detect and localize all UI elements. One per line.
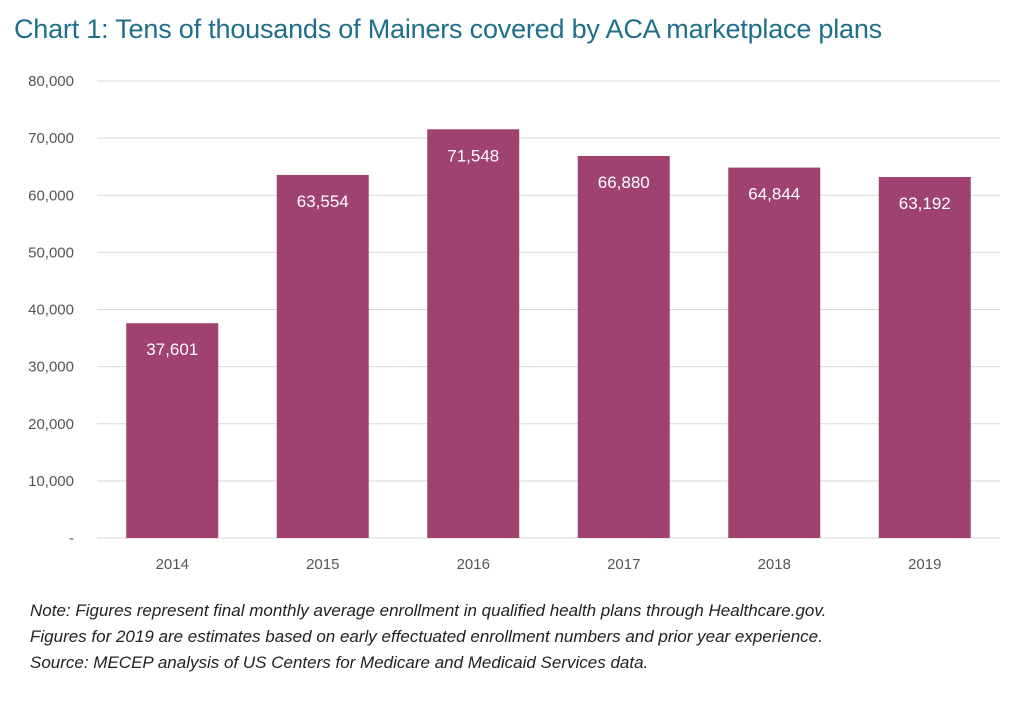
data-label-2019: 63,192 [899, 194, 951, 213]
x-tick-label: 2018 [758, 556, 791, 573]
x-tick-label: 2015 [306, 556, 339, 573]
y-tick-label: 20,000 [28, 416, 74, 433]
bars [126, 129, 971, 539]
note-line-1: Note: Figures represent final monthly av… [30, 601, 827, 620]
bar-2018 [728, 167, 821, 538]
data-label-2018: 64,844 [748, 185, 800, 204]
note-line-3: Source: MECEP analysis of US Centers for… [30, 653, 649, 672]
bar-chart: - 10,000 20,000 30,000 40,000 50,000 60,000 70,… [28, 73, 1000, 573]
y-tick-label: 10,000 [28, 473, 74, 490]
data-label-2015: 63,554 [297, 192, 349, 211]
bar-2015 [276, 174, 369, 539]
chart-title: Chart 1: Tens of thousands of Mainers co… [14, 14, 882, 44]
x-tick-label: 2017 [607, 556, 640, 573]
data-label-2016: 71,548 [447, 146, 499, 165]
y-tick-label: 30,000 [28, 359, 74, 376]
note-line-2: Figures for 2019 are estimates based on … [30, 627, 823, 646]
y-tick-label: 80,000 [28, 73, 74, 90]
x-axis-tick-labels: 2014 2015 2016 2017 2018 2019 [156, 556, 942, 573]
x-tick-label: 2016 [457, 556, 490, 573]
bar-2017 [577, 155, 670, 538]
y-tick-label: 60,000 [28, 187, 74, 204]
chart-notes: Note: Figures represent final monthly av… [30, 598, 1015, 676]
bar-data-labels: 37,601 63,554 71,548 66,880 64,844 63,192 [146, 146, 951, 359]
y-tick-label: 70,000 [28, 130, 74, 147]
bar-2019 [878, 177, 971, 539]
data-label-2014: 37,601 [146, 340, 198, 359]
y-tick-label: - [69, 530, 74, 547]
bar-2014 [126, 323, 219, 538]
bar-2016 [427, 129, 520, 538]
y-tick-label: 50,000 [28, 244, 74, 261]
data-label-2017: 66,880 [598, 173, 650, 192]
x-tick-label: 2014 [156, 556, 189, 573]
gridlines [97, 80, 1000, 539]
y-tick-label: 40,000 [28, 302, 74, 319]
y-axis-tick-labels: - 10,000 20,000 30,000 40,000 50,000 60,000 70,… [28, 73, 74, 547]
x-tick-label: 2019 [908, 556, 941, 573]
